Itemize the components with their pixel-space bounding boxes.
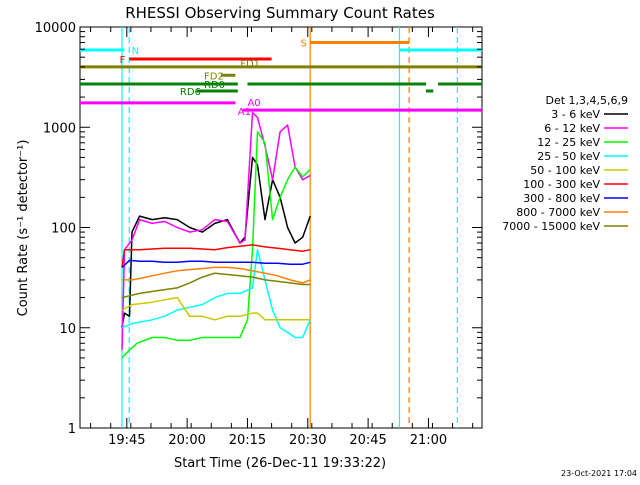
legend-entry-label: 25 - 50 keV: [537, 150, 600, 163]
series-line-4: [121, 296, 311, 321]
x-axis-ticks: 19:45 20:00 20:15 20:30 20:45 21:00: [90, 27, 474, 448]
x-tick-label: 19:45: [108, 433, 145, 448]
vertical-markers: [121, 27, 458, 428]
x-tick-label: 20:00: [168, 433, 205, 448]
y-axis-ticks: 1 10 100 1000 10000: [35, 21, 482, 437]
series-line-1: [121, 111, 311, 351]
flag-label-n: N: [132, 46, 139, 57]
y-tick-label: 100: [51, 222, 76, 237]
series-line-8: [121, 272, 311, 299]
x-axis-label: Start Time (26-Dec-11 19:33:22): [174, 456, 386, 471]
y-tick-label: 10000: [35, 21, 76, 36]
series-line-0: [121, 156, 311, 328]
legend-entry-label: 12 - 25 keV: [537, 136, 600, 149]
flag-label-a0: A0: [247, 98, 260, 109]
y-axis-label: Count Rate (s⁻¹ detector⁻¹): [16, 140, 31, 317]
y-tick-label: 10: [59, 322, 76, 337]
legend-entry-label: 50 - 100 keV: [530, 164, 600, 177]
series-line-3: [121, 248, 311, 339]
chart-title: RHESSI Observing Summary Count Rates: [125, 4, 435, 22]
flag-label-fd1: FD1: [240, 59, 260, 70]
legend-entry-label: 800 - 7000 keV: [516, 206, 600, 219]
legend-entry-label: 6 - 12 keV: [544, 122, 600, 135]
series-lines: [121, 111, 311, 359]
legend-entry-label: 300 - 800 keV: [523, 192, 600, 205]
series-line-7: [122, 266, 311, 284]
legend-entry-label: 100 - 300 keV: [523, 178, 600, 191]
y-tick-label: 1: [68, 422, 76, 437]
flag-label-rd0: RD0: [204, 80, 225, 91]
flag-label-f: F: [120, 55, 126, 66]
x-tick-label: 20:15: [229, 433, 266, 448]
flag-label-fd2: FD2: [204, 71, 224, 82]
flag-label-rd6: RD6: [180, 87, 201, 98]
series-line-5: [121, 244, 311, 268]
legend-entry-label: 3 - 6 keV: [551, 108, 600, 121]
series-line-6: [121, 259, 311, 268]
series-line-2: [121, 131, 311, 359]
flag-label-s: S: [301, 39, 307, 50]
x-tick-label: 20:45: [349, 433, 386, 448]
legend-entry-label: 7000 - 15000 keV: [502, 220, 600, 233]
timestamp-footer: 23-Oct-2021 17:04: [561, 469, 637, 478]
x-tick-label: 20:30: [289, 433, 326, 448]
legend-title: Det 1,3,4,5,6,9: [545, 94, 628, 107]
flag-label-a1: A1: [238, 107, 251, 118]
y-tick-label: 1000: [43, 121, 76, 136]
x-tick-label: 21:00: [410, 433, 447, 448]
